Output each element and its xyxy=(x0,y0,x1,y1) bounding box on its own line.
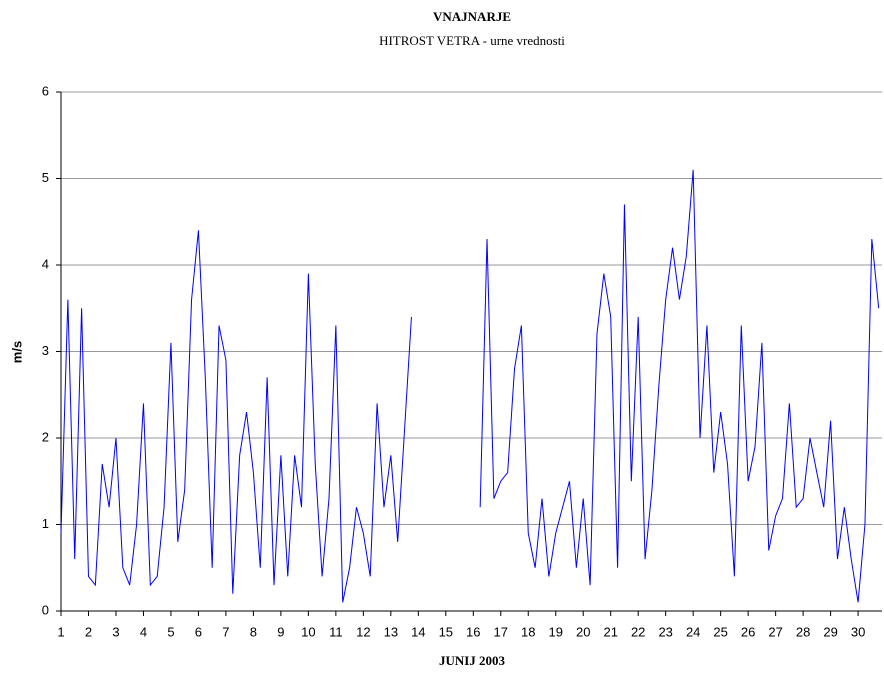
x-tick-label: 30 xyxy=(851,624,865,639)
x-tick-label: 5 xyxy=(167,624,174,639)
x-tick-label: 16 xyxy=(466,624,480,639)
x-tick-label: 9 xyxy=(277,624,284,639)
x-tick-label: 28 xyxy=(796,624,810,639)
x-tick-label: 22 xyxy=(631,624,645,639)
x-tick-label: 20 xyxy=(576,624,590,639)
x-tick-label: 29 xyxy=(823,624,837,639)
x-tick-label: 6 xyxy=(195,624,202,639)
x-tick-label: 18 xyxy=(521,624,535,639)
y-tick-label: 1 xyxy=(42,516,49,531)
x-tick-label: 13 xyxy=(384,624,398,639)
x-tick-label: 1 xyxy=(57,624,64,639)
y-tick-label: 3 xyxy=(42,343,49,358)
x-tick-label: 4 xyxy=(140,624,147,639)
y-tick-label: 6 xyxy=(42,83,49,98)
x-tick-label: 8 xyxy=(250,624,257,639)
x-tick-label: 27 xyxy=(768,624,782,639)
y-axis-label: m/s xyxy=(9,341,24,363)
y-tick-label: 2 xyxy=(42,429,49,444)
x-tick-label: 11 xyxy=(329,624,343,639)
x-tick-label: 26 xyxy=(741,624,755,639)
x-tick-label: 17 xyxy=(494,624,508,639)
x-tick-label: 10 xyxy=(301,624,315,639)
y-tick-label: 5 xyxy=(42,170,49,185)
chart-subtitle: HITROST VETRA - urne vrednosti xyxy=(379,33,565,48)
data-line xyxy=(60,169,880,603)
x-tick-label: 15 xyxy=(439,624,453,639)
x-axis-label: JUNIJ 2003 xyxy=(439,653,506,668)
x-tick-label: 12 xyxy=(356,624,370,639)
x-tick-label: 2 xyxy=(85,624,92,639)
chart-title: VNAJNARJE xyxy=(433,9,511,24)
x-tick-label: 3 xyxy=(112,624,119,639)
x-tick-label: 19 xyxy=(549,624,563,639)
x-tick-label: 21 xyxy=(603,624,617,639)
x-tick-label: 25 xyxy=(713,624,727,639)
x-tick-label: 24 xyxy=(686,624,700,639)
x-tick-label: 14 xyxy=(411,624,425,639)
x-tick-label: 7 xyxy=(222,624,229,639)
x-tick-label: 23 xyxy=(658,624,672,639)
y-tick-label: 0 xyxy=(42,602,49,617)
y-tick-label: 4 xyxy=(42,256,49,271)
